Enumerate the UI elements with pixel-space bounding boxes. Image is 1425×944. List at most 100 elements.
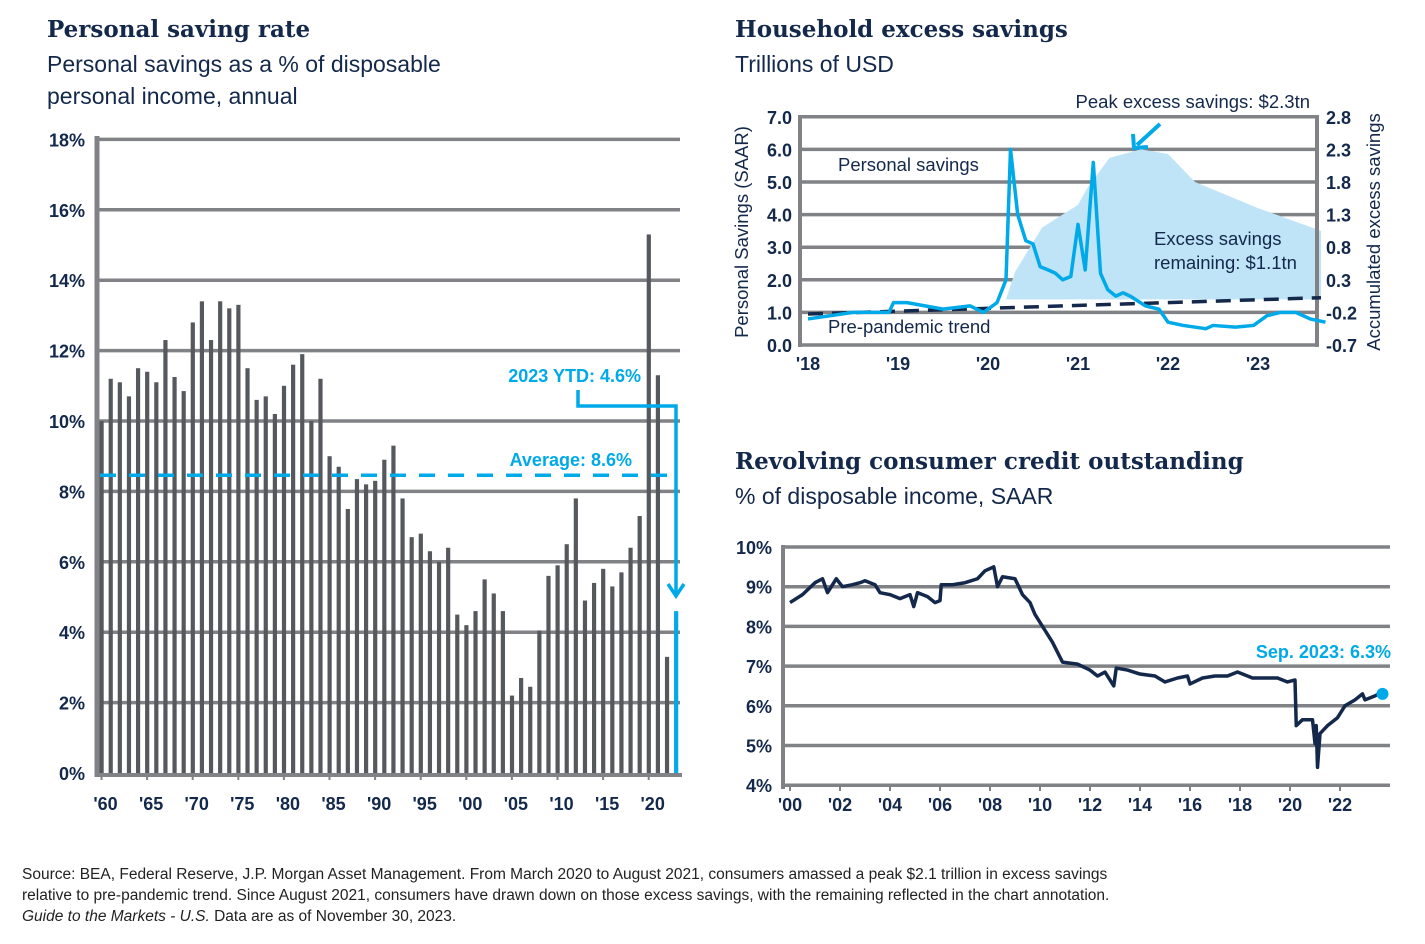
peak-label: Peak excess savings: $2.3tn xyxy=(1076,91,1310,112)
credit-title: Revolving consumer credit outstanding xyxy=(735,448,1244,475)
bar-1974 xyxy=(227,308,232,773)
x-tick-label: '20 xyxy=(976,354,1000,374)
y-tick-label: 5% xyxy=(746,737,772,757)
footer-line2: relative to pre-pandemic trend. Since Au… xyxy=(22,887,1110,904)
y-tick-label-left: 5.0 xyxy=(767,173,792,193)
peak-arrow-icon xyxy=(1131,133,1149,151)
bar-1996 xyxy=(427,551,433,773)
bar-1966 xyxy=(154,382,159,773)
bar-1998 xyxy=(446,547,451,773)
y-tick-label: 4% xyxy=(746,776,772,796)
bar-2013 xyxy=(582,600,588,773)
bar-1965 xyxy=(145,371,150,773)
y-tick-label-left: 7.0 xyxy=(767,108,792,128)
y-tick-label-left: 1.0 xyxy=(767,303,792,323)
bar-2021 xyxy=(655,375,661,773)
bar-2003 xyxy=(491,593,496,773)
bar-2005 xyxy=(509,695,515,773)
x-tick-label: '90 xyxy=(367,794,391,814)
x-tick-label: '02 xyxy=(828,795,852,815)
x-tick-label: '18 xyxy=(1228,795,1252,815)
bar-1997 xyxy=(436,561,442,773)
pre-pandemic-trend-label: Pre-pandemic trend xyxy=(828,316,990,337)
bar-2002 xyxy=(482,579,487,773)
y-tick-label-left: 6.0 xyxy=(767,140,792,160)
y-tick-label-right: 1.3 xyxy=(1326,206,1351,226)
y-tick-label-right: -0.2 xyxy=(1326,303,1357,323)
bar-1967 xyxy=(163,340,168,773)
y-tick-label-left: 4.0 xyxy=(767,206,792,226)
excess-savings-area xyxy=(1006,149,1321,300)
bar-2019 xyxy=(637,516,642,773)
personal-savings-line xyxy=(807,147,1326,331)
bar-1982 xyxy=(300,354,305,773)
bar-2020 xyxy=(646,234,651,773)
ytd-label: 2023 YTD: 4.6% xyxy=(508,366,641,386)
x-tick-label: '23 xyxy=(1246,354,1270,374)
bar-2011 xyxy=(564,544,569,773)
y-tick-label: 12% xyxy=(49,342,85,362)
y-tick-label: 6% xyxy=(746,697,772,717)
y-tick-label: 8% xyxy=(746,617,772,637)
bar-1994 xyxy=(409,537,414,773)
bar-2009 xyxy=(546,575,551,773)
y-tick-label-right: 0.8 xyxy=(1326,238,1351,258)
footer-line3: Guide to the Markets - U.S. Data are as … xyxy=(22,906,1412,927)
y-tick-label-right: -0.7 xyxy=(1326,336,1357,356)
bar-1972 xyxy=(208,340,214,773)
footer-line1: Source: BEA, Federal Reserve, J.P. Morga… xyxy=(22,866,1108,883)
saving-rate-subtitle-line2: personal income, annual xyxy=(47,83,298,109)
bar-2008 xyxy=(537,630,542,773)
bar-1975 xyxy=(236,304,241,773)
bar-1991 xyxy=(382,459,387,773)
y-tick-label-left: 2.0 xyxy=(767,271,792,291)
pre-pandemic-trend-line xyxy=(807,295,1322,316)
bar-1963 xyxy=(126,396,132,773)
bar-1986 xyxy=(336,466,341,773)
peak-arrow-line xyxy=(1135,122,1162,147)
x-tick-label: '22 xyxy=(1328,795,1352,815)
bar-1961 xyxy=(108,378,113,773)
saving-rate-title: Personal saving rate xyxy=(47,16,311,43)
bar-1992 xyxy=(391,445,396,773)
y-tick-label: 0% xyxy=(59,764,85,784)
y-tick-label: 6% xyxy=(59,553,85,573)
y-tick-label: 10% xyxy=(49,412,85,432)
bar-2023-highlight xyxy=(674,611,679,773)
bar-1999 xyxy=(455,614,460,773)
footer-asof: Data are as of November 30, 2023. xyxy=(209,908,457,925)
credit-subtitle: % of disposable income, SAAR xyxy=(735,483,1054,509)
bar-2006 xyxy=(519,677,524,773)
bar-2007 xyxy=(528,686,533,773)
x-tick-label: '70 xyxy=(185,794,209,814)
bar-1977 xyxy=(254,399,259,773)
x-tick-label: '10 xyxy=(1028,795,1052,815)
x-tick-label: '06 xyxy=(928,795,952,815)
y-axis-title-right: Accumulated excess savings xyxy=(1363,113,1384,351)
bar-1969 xyxy=(181,391,186,773)
x-tick-label: '22 xyxy=(1156,354,1180,374)
bar-1981 xyxy=(291,364,296,773)
y-tick-label: 16% xyxy=(49,201,85,221)
revolving-credit-line xyxy=(789,565,1384,770)
y-axis-title-left: Personal Savings (SAAR) xyxy=(731,126,752,338)
bar-2018 xyxy=(628,547,633,773)
y-tick-label: 10% xyxy=(736,538,772,558)
bar-2001 xyxy=(473,611,478,773)
bar-1968 xyxy=(172,377,177,773)
bar-1973 xyxy=(218,301,223,773)
x-tick-label: '18 xyxy=(796,354,820,374)
ytd-arrow-icon xyxy=(666,583,686,600)
x-tick-label: '75 xyxy=(230,794,254,814)
x-tick-label: '15 xyxy=(595,794,619,814)
y-tick-label: 7% xyxy=(746,657,772,677)
x-tick-label: '00 xyxy=(458,794,482,814)
y-tick-label: 9% xyxy=(746,578,772,598)
bar-2016 xyxy=(610,586,615,773)
excess-savings-title: Household excess savings xyxy=(735,16,1068,43)
bar-1978 xyxy=(263,396,268,773)
bar-1984 xyxy=(318,378,323,773)
bar-1976 xyxy=(245,368,250,773)
y-tick-label: 14% xyxy=(49,271,85,291)
